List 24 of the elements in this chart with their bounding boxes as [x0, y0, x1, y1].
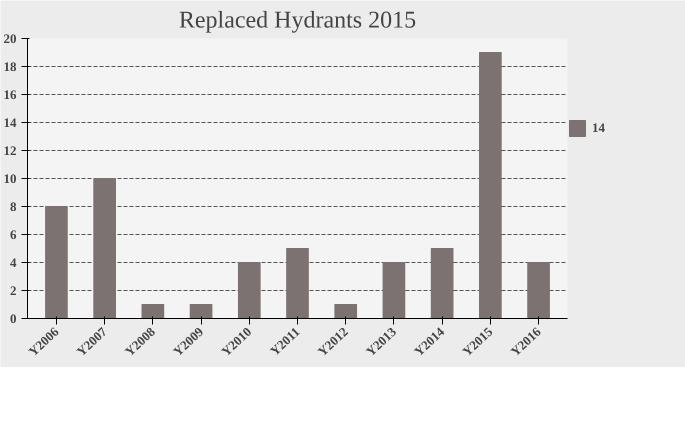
bar: [479, 52, 502, 318]
y-tick-label: 4: [10, 255, 17, 270]
chart-title: Replaced Hydrants 2015: [178, 8, 416, 34]
y-tick-label: 10: [4, 171, 16, 186]
bar: [238, 262, 261, 318]
bar: [190, 304, 212, 318]
y-tick-label: 18: [4, 59, 17, 74]
y-tick-label: 8: [10, 199, 17, 214]
y-tick-label: 12: [4, 143, 16, 158]
bar: [142, 304, 164, 318]
bar: [527, 262, 550, 318]
bar: [382, 262, 406, 318]
bar: [45, 206, 68, 318]
bar: [286, 248, 309, 318]
bar: [430, 248, 454, 318]
y-tick-label: 2: [10, 283, 16, 298]
bar: [334, 304, 358, 318]
y-tick-label: 6: [10, 227, 17, 242]
y-tick-label: 20: [4, 31, 16, 46]
bar: [93, 178, 116, 318]
legend-label: 14: [592, 120, 606, 136]
y-tick-label: 16: [4, 87, 17, 102]
y-tick-label: 0: [10, 311, 16, 326]
y-tick-label: 14: [4, 115, 17, 130]
